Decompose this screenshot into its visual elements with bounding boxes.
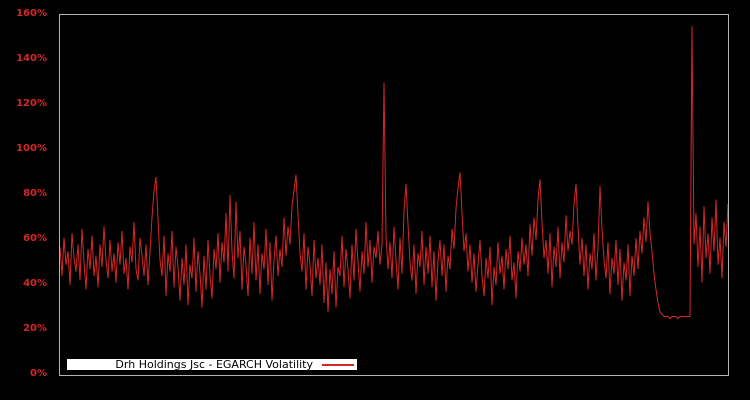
y-tick-label: 140% — [16, 53, 47, 64]
y-tick-label: 20% — [23, 323, 47, 334]
y-tick-label: 60% — [23, 233, 47, 244]
plot-area: Drh Holdings Jsc - EGARCH Volatility — [59, 14, 729, 376]
legend-label: Drh Holdings Jsc - EGARCH Volatility — [115, 357, 313, 371]
series-line-svg — [60, 26, 728, 320]
series-line — [60, 26, 728, 320]
y-axis: 0% 20% 40% 60% 80% 100% 120% 140% 160% — [0, 0, 50, 400]
y-tick-label: 160% — [16, 8, 47, 19]
y-tick-label: 40% — [23, 278, 47, 289]
y-tick-label: 120% — [16, 98, 47, 109]
y-tick-label: 80% — [23, 188, 47, 199]
legend: Drh Holdings Jsc - EGARCH Volatility — [66, 358, 358, 371]
legend-line-sample — [322, 363, 354, 366]
y-tick-label: 0% — [30, 368, 47, 379]
y-tick-label: 100% — [16, 143, 47, 154]
